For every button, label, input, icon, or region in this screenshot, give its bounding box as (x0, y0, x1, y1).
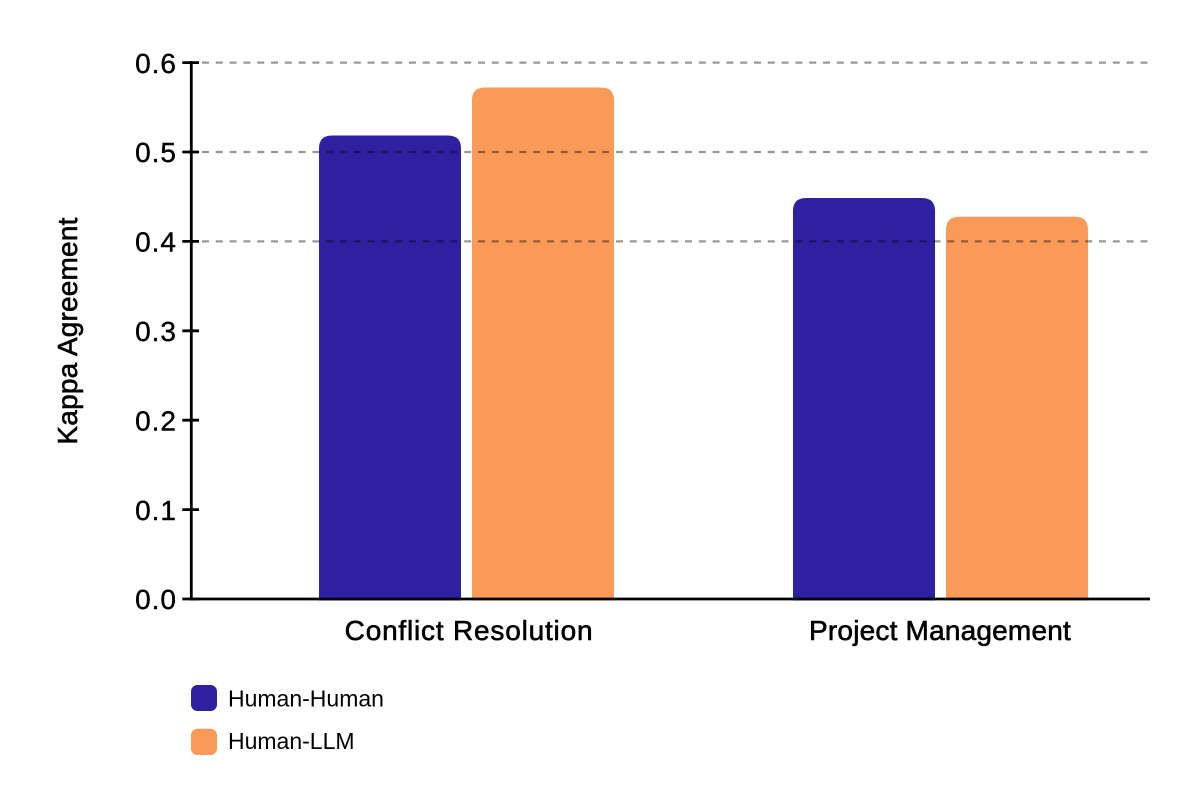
svg-text:0.0: 0.0 (135, 584, 177, 615)
svg-text:0.3: 0.3 (135, 316, 177, 347)
svg-text:0.1: 0.1 (135, 495, 177, 526)
svg-text:0.4: 0.4 (135, 227, 177, 258)
svg-text:Human-LLM: Human-LLM (228, 728, 355, 754)
svg-text:Human-Human: Human-Human (228, 685, 384, 711)
svg-text:0.6: 0.6 (135, 48, 177, 79)
svg-text:Project Management: Project Management (809, 615, 1071, 646)
svg-text:0.5: 0.5 (135, 137, 177, 168)
svg-text:Kappa Agreement: Kappa Agreement (52, 217, 83, 444)
svg-text:Conflict Resolution: Conflict Resolution (345, 615, 594, 646)
svg-text:0.2: 0.2 (135, 405, 177, 436)
